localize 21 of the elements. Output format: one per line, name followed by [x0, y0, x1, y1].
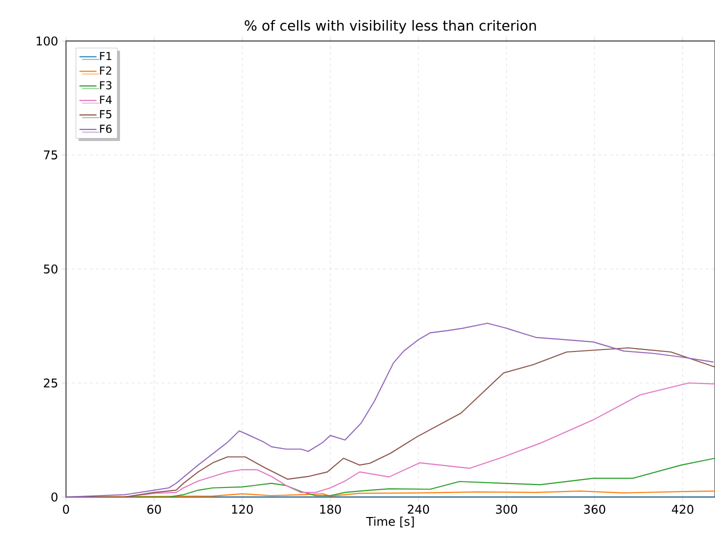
x-tick-label: 0	[62, 504, 70, 514]
y-tick-label: 25	[44, 378, 58, 388]
legend-label: F3	[100, 81, 112, 90]
chart-title: % of cells with visibility less than criterion	[244, 20, 536, 34]
x-tick-label: 180	[320, 504, 341, 514]
x-tick-label: 240	[408, 504, 430, 514]
legend-label: F2	[100, 66, 112, 75]
x-tick-label: 360	[584, 504, 606, 514]
y-tick-label: 50	[44, 264, 58, 274]
y-tick-label: 0	[51, 492, 58, 502]
legend-label: F4	[100, 96, 112, 104]
x-tick-label: 60	[147, 504, 161, 514]
legend-label: F1	[100, 52, 112, 60]
y-tick-label: 75	[44, 150, 58, 160]
legend-label: F5	[100, 110, 112, 118]
x-tick-label: 300	[496, 504, 518, 514]
y-tick-label: 100	[36, 36, 58, 46]
x-axis-title: Time [s]	[366, 516, 414, 528]
x-tick-label: 120	[232, 504, 253, 514]
legend-label: F6	[100, 124, 112, 133]
x-tick-label: 420	[672, 504, 694, 514]
